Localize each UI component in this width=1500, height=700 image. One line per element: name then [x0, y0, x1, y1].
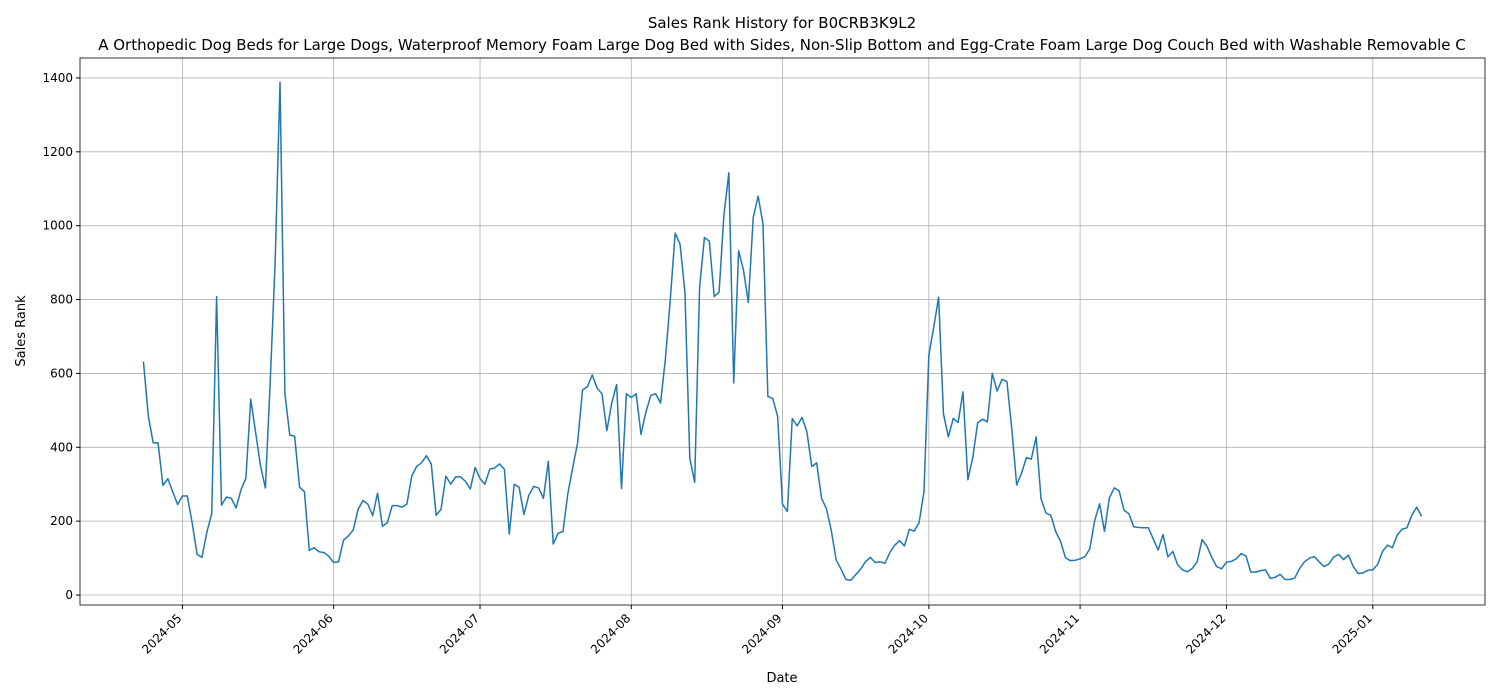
y-tick-label: 400: [50, 440, 73, 454]
y-tick-label: 0: [65, 588, 73, 602]
y-tick-label: 1200: [42, 145, 73, 159]
x-tick-label: 2024-07: [437, 611, 482, 656]
y-tick-label: 600: [50, 366, 73, 380]
y-axis-label: Sales Rank: [14, 295, 29, 367]
x-tick-label: 2024-09: [739, 611, 784, 656]
chart-subtitle: A Orthopedic Dog Beds for Large Dogs, Wa…: [98, 36, 1466, 54]
x-tick-label: 2024-10: [886, 611, 931, 656]
x-tick-label: 2025-01: [1330, 611, 1375, 656]
x-tick-label: 2024-11: [1037, 611, 1082, 656]
y-tick-label: 1400: [42, 71, 73, 85]
line-series: [142, 81, 1423, 581]
y-tick-label: 1000: [42, 219, 73, 233]
chart-title: Sales Rank History for B0CRB3K9L2: [648, 14, 916, 32]
plot-frame: [79, 57, 1486, 606]
y-tick-label: 800: [50, 293, 73, 307]
x-tick-label: 2024-08: [588, 611, 633, 656]
x-axis-label: Date: [766, 671, 797, 686]
x-tick-label: 2024-05: [139, 611, 184, 656]
x-tick-label: 2024-06: [290, 611, 335, 656]
y-tick-label: 200: [50, 514, 73, 528]
x-tick-label: 2024-12: [1183, 611, 1228, 656]
